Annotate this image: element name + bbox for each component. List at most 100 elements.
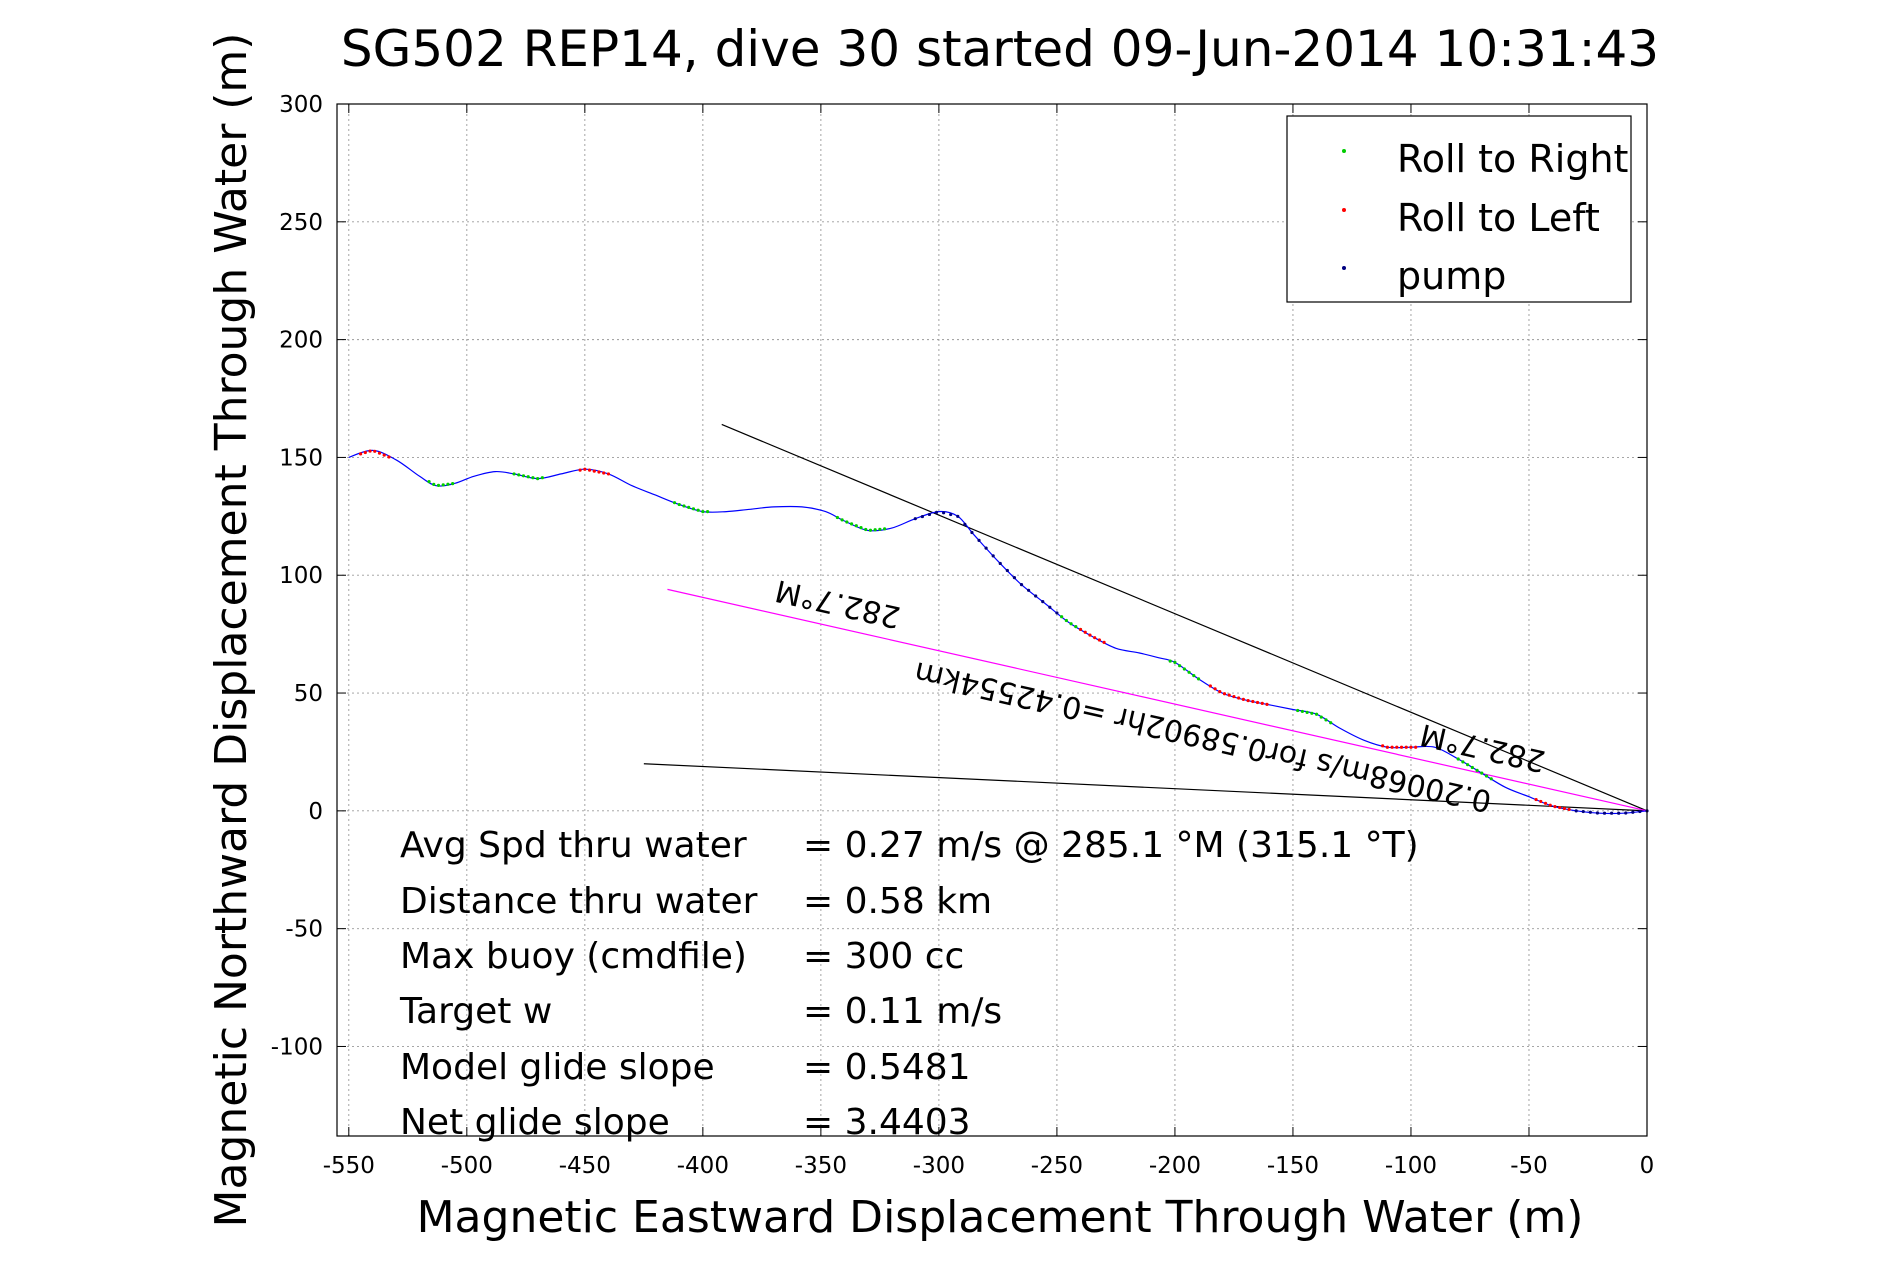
legend-marker-pump <box>1342 266 1346 270</box>
roll-left-marker <box>1083 630 1087 634</box>
roll-left-marker <box>1088 633 1092 637</box>
roll-left-marker <box>1390 745 1394 749</box>
roll-right-marker <box>1060 615 1064 619</box>
roll-right-marker <box>705 510 710 514</box>
roll-right-marker <box>1182 667 1186 671</box>
pump-marker <box>1595 811 1600 815</box>
pump-marker <box>1624 811 1628 815</box>
roll-right-marker <box>427 480 431 484</box>
roll-left-marker <box>1260 701 1264 706</box>
annotation-label-target-w: Target w <box>399 991 552 1032</box>
roll-right-marker <box>540 476 544 480</box>
legend: Roll to Right Roll to Left pump <box>1286 115 1632 303</box>
annotation-label-max-buoy: Max buoy (cmdfile) <box>400 936 747 977</box>
legend-label-roll-right: Roll to Right <box>1397 137 1628 181</box>
annotation-value-net-glide: = 3.4403 <box>803 1102 971 1143</box>
roll-left-marker <box>578 468 582 472</box>
legend-label-pump: pump <box>1397 254 1506 298</box>
roll-left-marker <box>606 472 611 476</box>
pump-marker <box>963 522 967 527</box>
roll-right-marker <box>1064 618 1068 623</box>
roll-left-marker <box>583 467 587 471</box>
x-tick-label: -450 <box>559 1153 611 1179</box>
roll-left-marker <box>1539 799 1543 804</box>
roll-right-marker <box>1480 771 1484 775</box>
roll-right-marker <box>536 477 540 481</box>
roll-right-marker <box>1489 777 1493 781</box>
roll-left-marker <box>1213 687 1217 691</box>
roll-left-marker <box>1227 693 1231 697</box>
roll-right-marker <box>1329 721 1333 725</box>
roll-left-marker <box>1208 684 1212 688</box>
roll-right-marker <box>864 527 868 532</box>
x-tick-label: -400 <box>677 1153 729 1179</box>
roll-left-marker <box>1414 745 1418 749</box>
y-tick-label: -50 <box>285 917 323 943</box>
roll-right-marker <box>432 482 436 486</box>
roll-left-marker <box>1255 700 1260 705</box>
annotation-label-distance: Distance thru water <box>400 881 758 922</box>
pump-marker <box>998 561 1002 566</box>
roll-left-marker <box>592 469 596 473</box>
axis-ticks: -550 -500 -450 -400 -350 -300 -250 -200 -150 -100… <box>271 92 1655 1179</box>
pump-marker <box>1048 605 1052 609</box>
reference-line <box>643 763 1648 812</box>
annotation-label-net-glide: Net glide slope <box>400 1102 670 1143</box>
x-tick-label: -300 <box>913 1153 965 1179</box>
roll-left-marker <box>1399 745 1404 749</box>
x-tick-label: -100 <box>1385 1153 1437 1179</box>
roll-right-marker <box>859 526 863 530</box>
y-tick-label: 0 <box>308 799 323 825</box>
pump-marker <box>1617 811 1621 815</box>
pump-marker <box>913 517 917 521</box>
roll-left-marker <box>1553 805 1557 809</box>
x-tick-label: -200 <box>1149 1153 1201 1179</box>
roll-right-marker <box>883 527 887 531</box>
pump-marker <box>1581 809 1585 814</box>
pump-marker <box>1034 594 1038 598</box>
roll-right-marker <box>1456 757 1460 761</box>
x-tick-label: -500 <box>441 1153 493 1179</box>
roll-left-marker <box>597 470 601 474</box>
x-tick-label: -350 <box>795 1153 847 1179</box>
roll-left-marker <box>363 450 367 455</box>
roll-right-marker <box>1475 768 1479 772</box>
pump-marker <box>934 510 939 514</box>
pump-marker <box>1602 811 1607 815</box>
roll-left-marker <box>373 449 377 453</box>
roll-left-marker <box>1265 702 1269 706</box>
roll-left-marker <box>1251 699 1255 704</box>
roll-right-marker <box>441 483 445 487</box>
roll-left-marker <box>1381 744 1385 748</box>
roll-right-marker <box>1173 660 1177 665</box>
y-tick-label: 200 <box>279 328 323 354</box>
x-tick-label: 0 <box>1640 1153 1655 1179</box>
pump-marker <box>956 514 960 518</box>
pump-marker <box>1609 811 1614 815</box>
pump-marker <box>1012 575 1017 580</box>
annotation-value-avg-speed: = 0.27 m/s @ 285.1 °M (315.1 °T) <box>803 825 1419 866</box>
roll-right-marker <box>1296 708 1300 713</box>
annotation-label-model-glide: Model glide slope <box>400 1047 715 1088</box>
roll-left-marker <box>1534 797 1538 802</box>
roll-right-marker <box>1192 674 1196 678</box>
roll-left-marker <box>1562 806 1566 811</box>
roll-left-marker <box>1093 636 1097 640</box>
roll-left-marker <box>1218 690 1222 694</box>
roll-right-marker <box>1074 624 1078 629</box>
roll-left-marker <box>1567 807 1571 812</box>
roll-right-marker <box>1324 718 1328 722</box>
roll-left-marker <box>1241 697 1245 702</box>
roll-right-marker <box>672 501 677 505</box>
x-tick-label: -150 <box>1267 1153 1319 1179</box>
roll-left-marker <box>1246 698 1250 703</box>
roll-right-marker <box>1300 709 1304 714</box>
pump-marker <box>1005 568 1009 573</box>
roll-left-marker <box>1097 638 1101 642</box>
roll-right-marker <box>691 507 696 511</box>
annotation-label-avg-speed: Avg Spd thru water <box>400 825 747 866</box>
roll-left-marker <box>587 468 592 472</box>
roll-left-marker <box>1548 803 1552 807</box>
